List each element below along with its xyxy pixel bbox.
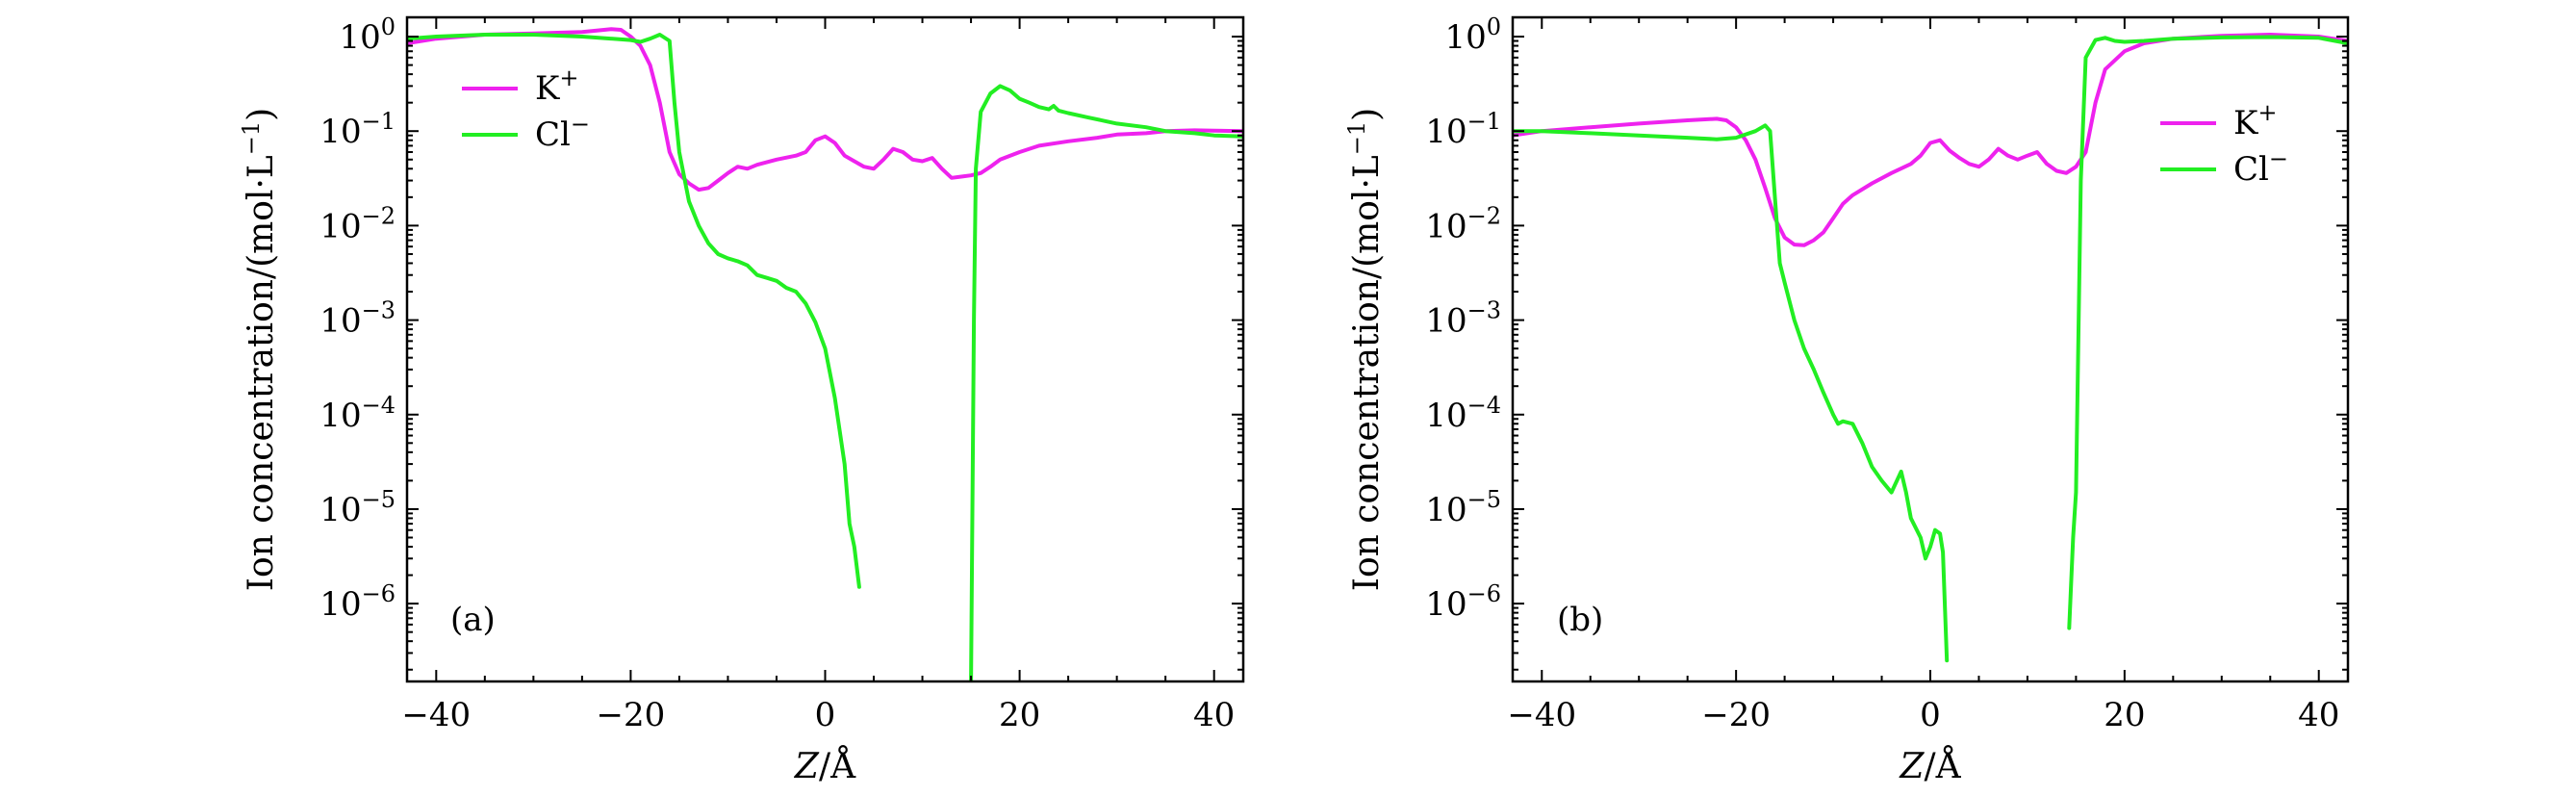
y-tick-label: 10−6 bbox=[1425, 580, 1501, 624]
x-tick-label: 20 bbox=[999, 696, 1040, 734]
series-line-cl-minus-right bbox=[2067, 35, 2348, 630]
series-line-cl-minus-right bbox=[969, 84, 1243, 681]
panel-label: (b) bbox=[1557, 601, 1603, 639]
x-tick-label: 40 bbox=[1193, 696, 1235, 734]
y-tick-label: 10−1 bbox=[319, 108, 395, 151]
panel-label: (a) bbox=[450, 601, 496, 639]
x-tick-label: −20 bbox=[1701, 696, 1771, 734]
y-tick-label: 100 bbox=[339, 13, 395, 57]
chart-panel-b: −40 −20 0 20 40 100 10−1 10−2 10−3 10−4 10−5 10−6 Z/… bbox=[1343, 13, 2350, 786]
y-tick-label: 100 bbox=[1444, 13, 1501, 57]
x-axis-label: Z/Å bbox=[1899, 746, 1961, 786]
y-axis-label: Ion concentration/(mol·L−1) bbox=[1343, 108, 1387, 591]
y-tick-label: 10−6 bbox=[319, 580, 395, 624]
plot-frame bbox=[1511, 15, 2350, 683]
y-tick-label: 10−3 bbox=[1425, 297, 1501, 341]
x-tick-label: 40 bbox=[2298, 696, 2339, 734]
x-tick-label: 0 bbox=[815, 696, 836, 734]
y-tick-label: 10−5 bbox=[319, 486, 395, 529]
series-line-k-plus bbox=[1513, 33, 2348, 247]
series-line-cl-minus bbox=[407, 33, 861, 589]
series-group bbox=[407, 27, 1243, 681]
y-axis-label: Ion concentration/(mol·L−1) bbox=[238, 108, 281, 591]
y-tick-label: 10−1 bbox=[1425, 108, 1501, 151]
x-axis-label: Z/Å bbox=[794, 746, 856, 786]
legend-label: K+ bbox=[535, 64, 579, 108]
x-tick-label: 0 bbox=[1920, 696, 1941, 734]
legend: K+Cl− bbox=[462, 64, 590, 154]
series-group bbox=[1513, 33, 2348, 663]
x-tick-label: 20 bbox=[2104, 696, 2145, 734]
y-tick-label: 10−2 bbox=[1425, 202, 1501, 245]
y-tick-label: 10−4 bbox=[319, 392, 395, 435]
y-tick-label: 10−3 bbox=[319, 297, 395, 341]
y-tick-label: 10−4 bbox=[1425, 392, 1501, 435]
chart-panel-a: −40 −20 0 20 40 100 10−1 10−2 10−3 10−4 10−5 10−6 Z/… bbox=[238, 13, 1245, 786]
series-line-cl-minus bbox=[1513, 123, 1950, 663]
x-tick-label: −20 bbox=[597, 696, 666, 734]
series-line-k-plus bbox=[407, 27, 1243, 193]
legend-label: Cl− bbox=[535, 111, 590, 154]
y-tick-label: 10−2 bbox=[319, 202, 395, 245]
x-tick-label: −40 bbox=[401, 696, 471, 734]
x-tick-label: −40 bbox=[1507, 696, 1576, 734]
y-tick-label: 10−5 bbox=[1425, 486, 1501, 529]
legend: K+Cl− bbox=[2160, 99, 2288, 189]
legend-label: K+ bbox=[2233, 99, 2278, 142]
legend-label: Cl− bbox=[2233, 145, 2288, 189]
